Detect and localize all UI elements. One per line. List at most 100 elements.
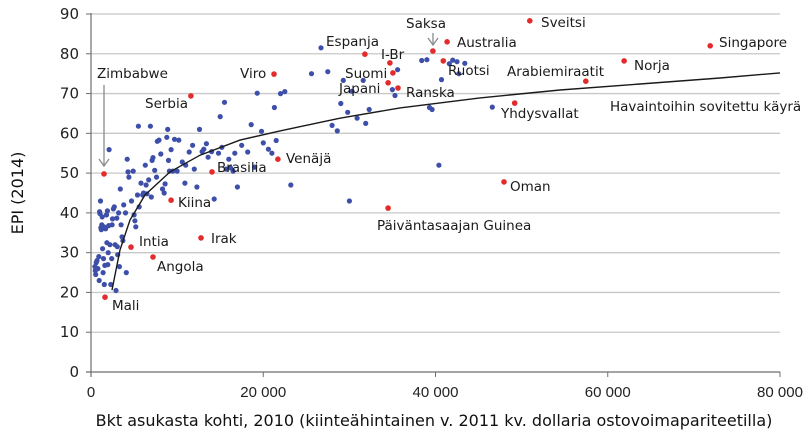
highlighted-point-serbia — [188, 93, 194, 99]
data-point — [366, 106, 372, 113]
highlighted-point-intia — [128, 244, 134, 250]
data-point — [146, 177, 152, 183]
data-point — [424, 57, 430, 63]
data-point — [142, 162, 148, 168]
data-point — [168, 147, 174, 153]
data-point — [462, 60, 468, 66]
data-point — [96, 254, 102, 260]
highlighted-point-espanja — [362, 51, 368, 57]
data-point — [269, 150, 275, 156]
annotation-label: Japani — [338, 81, 380, 97]
annotation-label: Sveitsi — [541, 15, 586, 31]
data-point — [176, 137, 182, 143]
data-point — [436, 162, 442, 168]
data-point — [196, 126, 203, 132]
data-point — [239, 142, 245, 148]
annotation-label: Zimbabwe — [97, 66, 168, 82]
data-point — [100, 246, 106, 252]
fitted-curve — [111, 72, 781, 291]
data-point — [95, 266, 101, 272]
data-point — [143, 182, 149, 188]
y-tick-labels: 0 10 20 30 40 50 60 70 80 90 — [60, 5, 79, 381]
data-point — [114, 215, 120, 221]
data-point — [271, 104, 277, 111]
data-point — [450, 57, 456, 63]
axes — [86, 13, 781, 377]
highlighted-point-ranska — [395, 85, 401, 91]
data-point — [94, 258, 100, 264]
data-point — [438, 77, 445, 83]
data-point — [121, 202, 127, 208]
data-point — [360, 77, 366, 83]
y-tick-label: 90 — [60, 5, 79, 23]
annotation-label: Päiväntasaajan Guinea — [377, 218, 531, 234]
data-point — [392, 92, 398, 99]
data-point — [109, 216, 116, 222]
data-point — [126, 174, 132, 180]
data-point — [429, 106, 435, 113]
data-point — [103, 226, 109, 232]
y-tick-label: 60 — [60, 124, 79, 142]
x-tick-label: 40 000 — [413, 384, 459, 401]
data-point — [260, 140, 266, 146]
data-point — [101, 281, 107, 288]
annotation-label: Saksa — [406, 16, 446, 32]
data-point — [162, 181, 168, 187]
data-point — [174, 168, 180, 174]
data-point — [152, 167, 158, 173]
data-point — [345, 109, 351, 115]
data-point — [245, 149, 251, 155]
data-point — [96, 277, 102, 284]
data-point — [159, 186, 166, 192]
data-point — [308, 71, 315, 77]
y-axis-title: EPI (2014) — [8, 152, 27, 235]
highlighted-point-oman — [501, 179, 507, 185]
data-point — [221, 99, 228, 105]
annotation-label: Viro — [240, 66, 266, 82]
x-tick-label: 80 000 — [757, 384, 803, 401]
data-point — [205, 154, 211, 160]
annotation-label: Ranska — [406, 85, 455, 101]
data-point — [340, 77, 346, 83]
highlighted-country-points — [101, 18, 713, 301]
highlighted-point-viro — [271, 71, 277, 77]
annotation-label: Yhdysvallat — [500, 106, 579, 122]
data-point — [182, 180, 188, 186]
data-point — [282, 89, 288, 95]
annotation-label: Kiina — [178, 195, 211, 211]
annotation-label: Intia — [139, 234, 169, 250]
data-point — [97, 198, 104, 204]
data-point — [113, 287, 119, 294]
data-point — [454, 59, 460, 65]
data-point — [288, 182, 294, 188]
data-point — [156, 137, 162, 143]
highlighted-point-australia — [444, 39, 450, 45]
data-point — [203, 141, 209, 147]
y-tick-label: 80 — [60, 45, 79, 63]
data-point — [106, 147, 112, 153]
x-axis-title: Bkt asukasta kohti, 2010 (kiinteähintain… — [96, 411, 773, 430]
data-point — [153, 174, 160, 180]
data-point — [456, 71, 462, 77]
grid-lines — [91, 13, 780, 333]
annotation-label: Mali — [112, 298, 139, 314]
data-point — [194, 184, 200, 190]
x-tick-labels: 0 20 000 40 000 60 000 80 000 — [87, 384, 803, 401]
data-point — [179, 159, 185, 165]
data-point — [329, 122, 335, 128]
data-point — [150, 155, 156, 161]
data-point — [118, 222, 124, 228]
other-country-points — [92, 45, 495, 294]
y-tick-label: 20 — [60, 283, 79, 301]
data-point — [325, 69, 331, 75]
data-point — [132, 218, 138, 224]
highlighted-point-päiväntasaajan-guinea — [385, 205, 391, 211]
data-point — [116, 264, 122, 270]
arrow-head-icon — [98, 158, 110, 168]
data-point — [122, 210, 129, 216]
highlighted-point-ruotsi — [440, 58, 447, 64]
annotation-label: Brasilia — [217, 160, 267, 176]
data-point — [133, 224, 139, 230]
data-point — [230, 168, 236, 174]
